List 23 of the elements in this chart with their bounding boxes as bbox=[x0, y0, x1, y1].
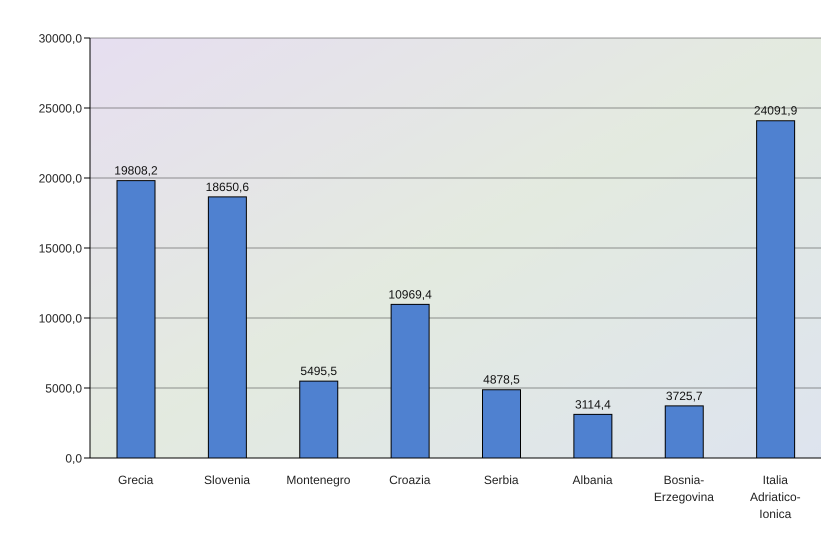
y-tick-label: 0,0 bbox=[65, 451, 82, 466]
y-tick-label: 10000,0 bbox=[38, 311, 82, 326]
x-tick-label: Grecia bbox=[118, 473, 154, 487]
x-tick-label: Serbia bbox=[484, 473, 519, 487]
x-tick-label: Albania bbox=[572, 473, 613, 487]
data-label: 19808,2 bbox=[114, 164, 158, 178]
y-tick-label: 30000,0 bbox=[38, 31, 82, 46]
y-tick-label: 25000,0 bbox=[38, 101, 82, 116]
x-tick-label: Slovenia bbox=[204, 473, 250, 487]
y-tick-label: 5000,0 bbox=[45, 381, 82, 396]
data-label: 3725,7 bbox=[666, 388, 703, 403]
data-label: 3114,4 bbox=[574, 397, 612, 412]
data-label: 24091,9 bbox=[754, 104, 798, 118]
x-tick-label: Croazia bbox=[389, 473, 431, 487]
x-tick-label: Bosnia-Erzegovina bbox=[654, 473, 714, 504]
data-label: 5495,5 bbox=[300, 364, 338, 378]
data-label: 4878,5 bbox=[483, 372, 520, 387]
y-tick-label: 20000,0 bbox=[38, 171, 82, 186]
x-tick-label: Italia Adriatico-Ionica bbox=[750, 473, 801, 521]
x-tick-label: Montenegro bbox=[286, 473, 351, 487]
data-label: 10969,4 bbox=[388, 287, 432, 302]
y-tick-label: 15000,0 bbox=[38, 241, 82, 256]
data-label: 18650,6 bbox=[206, 180, 250, 194]
